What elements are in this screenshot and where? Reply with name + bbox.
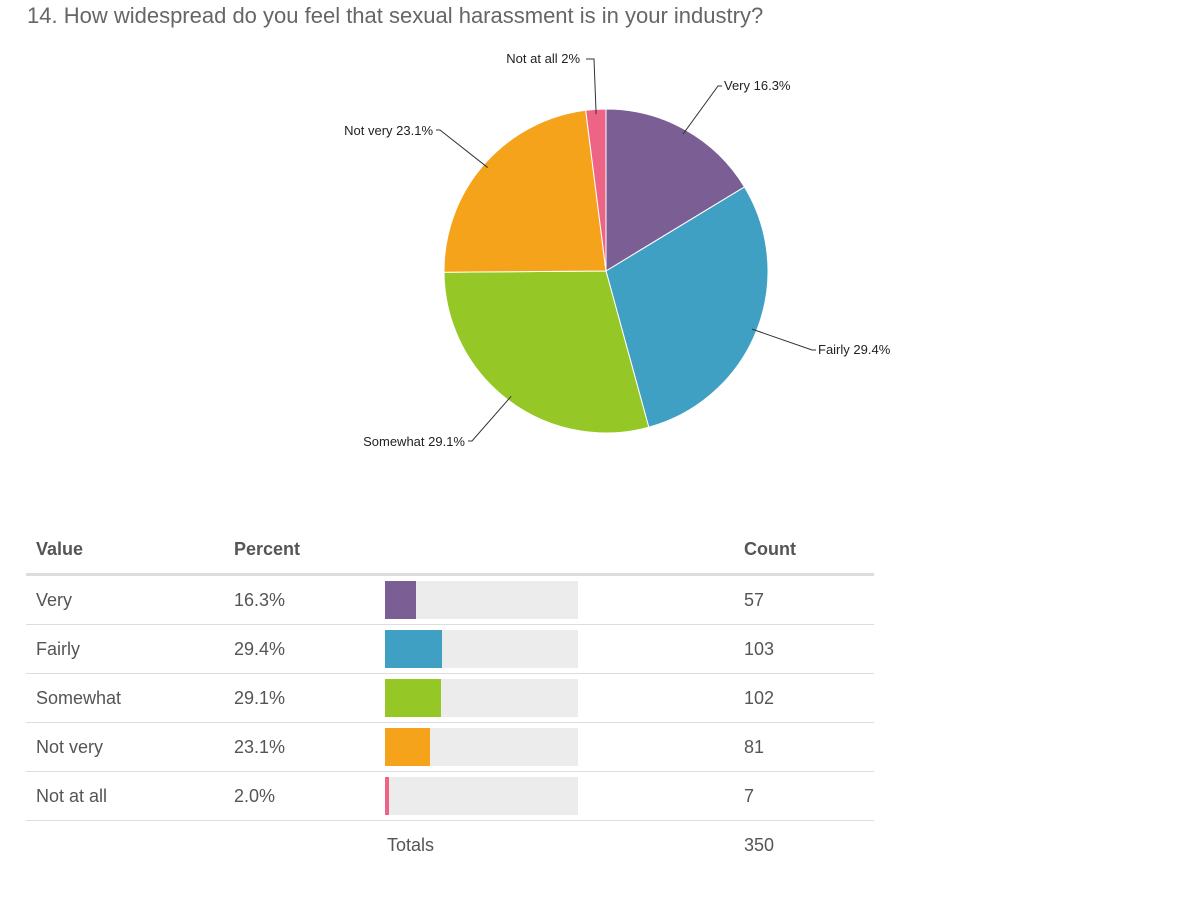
pie-label: Very 16.3%: [724, 78, 791, 93]
row-count: 102: [734, 673, 874, 723]
leader-line: [751, 328, 816, 351]
row-percent: 29.4%: [224, 624, 375, 674]
pie-label: Fairly 29.4%: [818, 342, 891, 357]
leader-line: [586, 58, 597, 115]
pie-label: Not very 23.1%: [344, 123, 433, 138]
results-table: Value Percent Count Very 16.3% 57 Fairly…: [26, 525, 874, 869]
row-value: Fairly: [26, 624, 224, 674]
bar-fill: [385, 679, 442, 717]
pie-chart: Very 16.3% Fairly 29.4% Somewhat 29.1% Not …: [344, 51, 891, 449]
totals-count: 350: [744, 834, 775, 855]
row-percent: 16.3%: [224, 574, 375, 625]
bar-track: [385, 581, 578, 619]
bar-track: [385, 679, 578, 717]
pie-labels: Very 16.3% Fairly 29.4% Somewhat 29.1% Not …: [344, 51, 891, 449]
header-value: Value: [26, 525, 224, 576]
bar-fill: [385, 630, 442, 668]
row-percent: 23.1%: [224, 722, 375, 772]
table-header-row: Value Percent Count: [26, 525, 874, 576]
row-count: 81: [734, 722, 874, 772]
leader-line: [682, 85, 722, 135]
row-bar-cell: [375, 624, 734, 674]
bar-fill: [385, 728, 430, 766]
row-count: 7: [734, 771, 874, 821]
header-percent: Percent: [224, 525, 375, 576]
leader-line: [468, 395, 512, 442]
pie-slices: [443, 108, 769, 434]
row-count: 57: [734, 574, 874, 625]
pie-slice-not-very: [443, 109, 607, 273]
bar-fill: [385, 581, 417, 619]
totals-row: Totals 350: [26, 821, 874, 870]
header-count: Count: [734, 525, 874, 576]
question-title: 14. How widespread do you feel that sexu…: [27, 3, 764, 28]
row-value: Very: [26, 574, 224, 625]
row-value: Not very: [26, 722, 224, 772]
pie-slice-very: [605, 108, 746, 272]
row-percent: 2.0%: [224, 771, 375, 821]
table-row: Very 16.3% 57: [26, 574, 874, 625]
table-row: Not at all 2.0% 7: [26, 771, 874, 821]
row-value: Somewhat: [26, 673, 224, 723]
bar-track: [385, 728, 578, 766]
row-bar-cell: [375, 574, 734, 625]
bar-track: [385, 777, 578, 815]
header-bar: [375, 525, 734, 576]
bar-fill: [385, 777, 389, 815]
row-bar-cell: [375, 771, 734, 821]
row-bar-cell: [375, 722, 734, 772]
table-row: Fairly 29.4% 103: [26, 624, 874, 674]
pie-label: Somewhat 29.1%: [363, 434, 465, 449]
totals-spacer: [26, 821, 224, 870]
row-bar-cell: [375, 673, 734, 723]
table-row: Somewhat 29.1% 102: [26, 673, 874, 723]
row-count: 103: [734, 624, 874, 674]
bar-track: [385, 630, 578, 668]
leader-line: [436, 129, 489, 168]
table-row: Not very 23.1% 81: [26, 722, 874, 772]
totals-spacer: [224, 821, 375, 870]
pie-label: Not at all 2%: [506, 51, 580, 66]
row-percent: 29.1%: [224, 673, 375, 723]
totals-label: Totals: [387, 834, 435, 855]
row-value: Not at all: [26, 771, 224, 821]
